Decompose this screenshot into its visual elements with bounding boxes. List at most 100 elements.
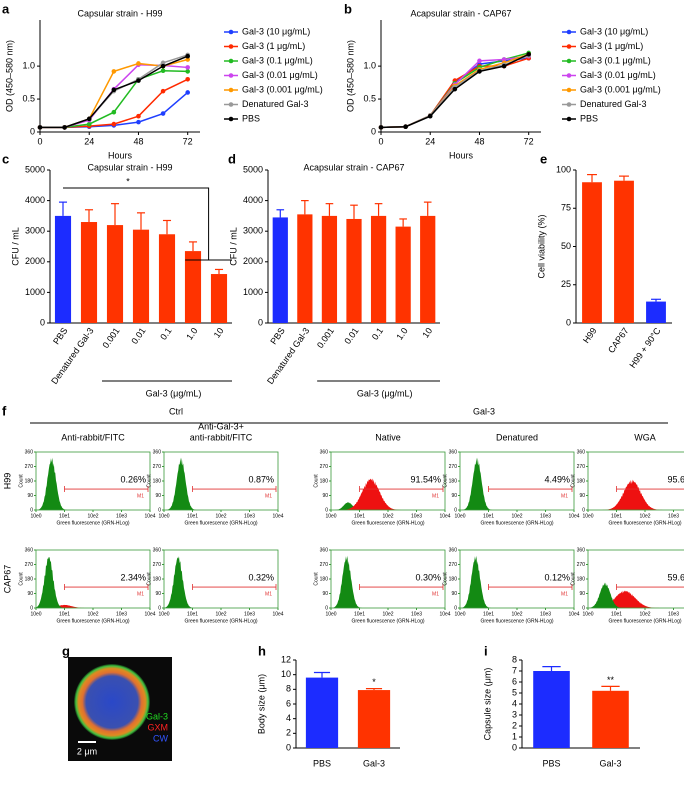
x-tick-label: 10e2 (215, 513, 226, 519)
legend-label: Denatured Gal-3 (242, 99, 309, 109)
gate-percent: 2.34% (120, 572, 146, 582)
y-tick-label: 25 (561, 279, 571, 289)
x-tick-label: 10e1 (483, 611, 494, 617)
y-tick-label: 360 (153, 449, 162, 455)
legend-label: Gal-3 (10 μg/mL) (580, 26, 648, 36)
y-tick-label: 3000 (25, 226, 45, 236)
legend-label: Gal-3 (0.01 μg/mL) (242, 70, 318, 80)
y-axis-label: Count (146, 572, 152, 586)
legend-label: Gal-3 (0.01 μg/mL) (580, 70, 656, 80)
legend-marker (228, 73, 234, 78)
y-tick-label: 4 (512, 698, 517, 708)
y-tick-label: 270 (577, 464, 586, 470)
legend-marker (566, 58, 572, 64)
x-tick-label: 10e4 (439, 611, 450, 617)
histogram (588, 479, 684, 510)
y-tick-label: 90 (155, 591, 161, 597)
y-axis-label: Body size (μm) (256, 674, 266, 734)
x-tick-label: PBS (313, 758, 331, 768)
bar (305, 677, 339, 748)
legend-marker (228, 87, 234, 93)
series-line (380, 55, 529, 129)
x-tick-label: 10e0 (158, 611, 169, 617)
y-tick-label: 0 (30, 507, 33, 513)
legend-label: PBS (242, 113, 260, 123)
x-tick-label: 0.01 (342, 326, 360, 346)
y-tick-label: 360 (25, 547, 34, 553)
y-tick-label: 3000 (243, 226, 263, 236)
x-tick-label: 10e0 (454, 611, 465, 617)
x-axis-label: Hours (449, 150, 474, 160)
bar (210, 274, 228, 323)
x-axis-label: Green fluorescence (GRN-HLog) (608, 520, 681, 526)
annotation: ** (607, 675, 615, 685)
point (136, 113, 141, 119)
x-tick-label: 10e2 (639, 513, 650, 519)
scale-bar-label: 2 μm (77, 746, 97, 756)
point (160, 63, 166, 69)
panel-label: b (344, 1, 352, 16)
point (160, 60, 166, 66)
x-tick-label: 10 (212, 326, 226, 340)
bar (184, 251, 202, 323)
chart-title: Acapsular strain - CAP67 (303, 162, 404, 172)
x-tick-label: PBS (51, 326, 70, 346)
series-line (380, 54, 529, 129)
gate-label: M1 (432, 493, 439, 499)
y-tick-label: 1 (512, 731, 517, 741)
x-tick-label: 10e4 (568, 513, 579, 519)
point (86, 116, 92, 122)
y-tick-label: 180 (577, 576, 586, 582)
legend-label: PBS (580, 113, 598, 123)
x-tick-label: 10e4 (568, 611, 579, 617)
y-axis-label: Count (570, 474, 576, 488)
point (185, 65, 190, 70)
legend-marker (566, 44, 572, 49)
y-tick-label: 7 (512, 665, 517, 675)
point (62, 125, 67, 130)
bar (272, 217, 288, 323)
y-tick-label: 0 (30, 126, 35, 136)
x-tick-label: 0.001 (315, 326, 336, 350)
y-tick-label: 6 (512, 676, 517, 686)
histogram (460, 555, 574, 608)
column-header: Denatured (496, 432, 538, 442)
histogram (36, 457, 150, 510)
y-tick-label: 0 (30, 605, 33, 611)
x-tick-label: 10e3 (411, 611, 422, 617)
gate-percent: 0.87% (248, 474, 274, 484)
column-header: Anti-Gal-3+ (198, 421, 244, 431)
x-tick-label: H99 (581, 326, 599, 345)
group-label: Gal-3 (μg/mL) (357, 388, 413, 398)
y-tick-label: 270 (153, 562, 162, 568)
x-axis-label: Green fluorescence (GRN-HLog) (351, 520, 424, 526)
y-axis-label: Count (313, 572, 319, 586)
x-tick-label: 72 (524, 136, 534, 146)
y-tick-label: 270 (153, 464, 162, 470)
x-tick-label: 10e0 (30, 611, 41, 617)
y-axis-label: Count (442, 572, 448, 586)
gate-label: M1 (265, 493, 272, 499)
y-tick-label: 270 (577, 562, 586, 568)
y-tick-label: 360 (449, 547, 458, 553)
y-tick-label: 360 (153, 547, 162, 553)
y-tick-label: 0 (582, 605, 585, 611)
y-axis-label: Count (18, 474, 24, 488)
x-tick-label: 10e0 (325, 513, 336, 519)
group-label: Gal-3 (μg/mL) (146, 388, 202, 398)
y-tick-label: 0 (582, 507, 585, 513)
y-tick-label: 0 (454, 507, 457, 513)
point (136, 61, 141, 66)
y-axis-label: Count (313, 474, 319, 488)
y-tick-label: 1000 (243, 287, 263, 297)
bar (395, 226, 411, 323)
x-tick-label: 10e2 (382, 611, 393, 617)
panel-label: f (2, 403, 7, 418)
x-tick-label: 10e3 (116, 513, 127, 519)
point (477, 69, 482, 74)
gate-percent: 0.26% (120, 474, 146, 484)
x-tick-label: 1.0 (394, 326, 409, 342)
y-tick-label: 1.0 (22, 60, 35, 70)
gate-percent: 4.49% (544, 474, 570, 484)
histogram (588, 582, 684, 608)
